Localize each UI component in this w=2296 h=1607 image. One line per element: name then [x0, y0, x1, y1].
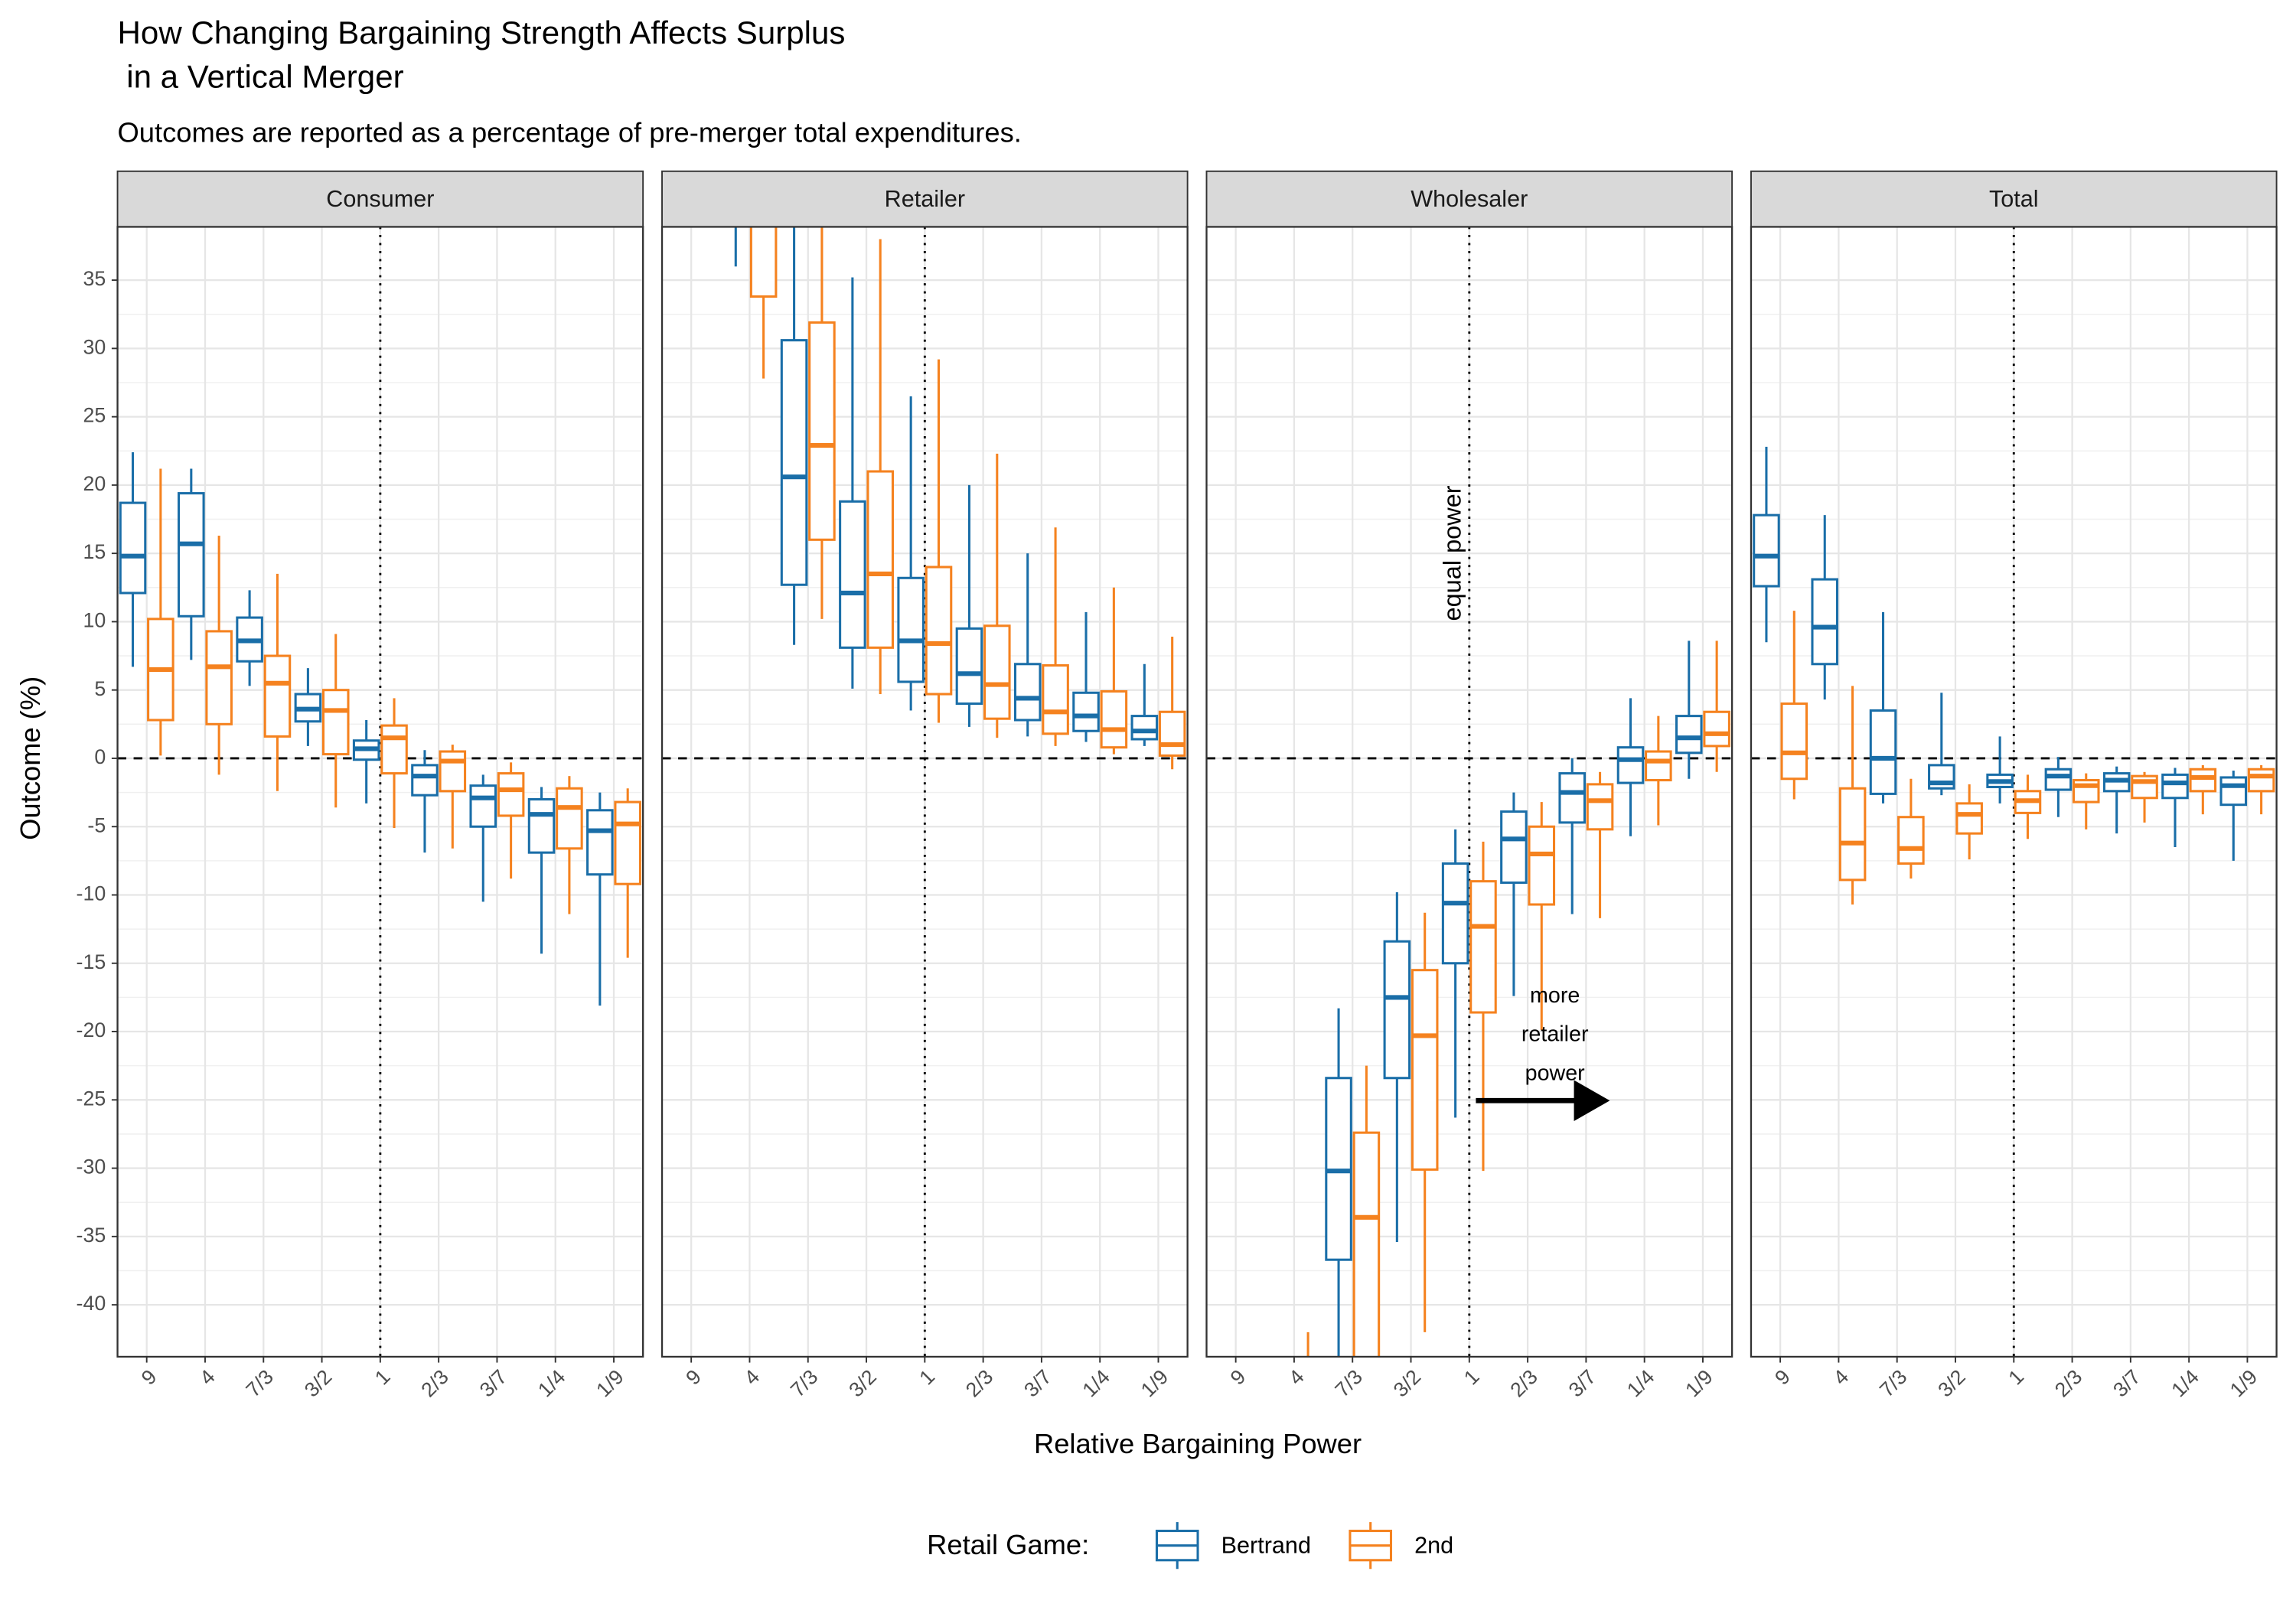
legend-label: 2nd — [1414, 1533, 1453, 1559]
box — [1897, 816, 1925, 865]
box — [1383, 940, 1411, 1080]
box — [119, 501, 147, 595]
box — [2161, 773, 2189, 800]
box — [1100, 689, 1128, 749]
y-tick-label: -5 — [87, 813, 106, 836]
chart-title: in a Vertical Merger — [118, 58, 404, 94]
box — [1469, 880, 1497, 1014]
strip-label: Consumer — [326, 186, 434, 212]
strip-label: Wholesaler — [1411, 186, 1528, 212]
box — [1616, 746, 1645, 784]
y-tick-label: 25 — [83, 404, 106, 427]
box — [1586, 783, 1614, 831]
box — [263, 654, 292, 738]
annotation: power — [1525, 1061, 1586, 1085]
y-axis-title: Outcome (%) — [15, 676, 46, 840]
y-tick-label: 10 — [83, 608, 106, 631]
box — [1645, 750, 1672, 782]
annotation: more — [1530, 983, 1580, 1008]
y-tick-label: 0 — [94, 745, 106, 768]
box — [2247, 768, 2275, 793]
box — [1811, 578, 1839, 666]
y-tick-label: -20 — [77, 1019, 106, 1041]
box — [897, 576, 925, 683]
box — [983, 624, 1011, 720]
box — [2189, 768, 2217, 793]
strip-label: Retailer — [885, 186, 965, 212]
facet-plot — [734, 227, 1186, 770]
chart-title: How Changing Bargaining Strength Affects… — [118, 15, 846, 51]
box — [780, 339, 808, 586]
box — [1352, 1131, 1381, 1357]
annotation: equal power — [1438, 485, 1466, 621]
box — [1130, 715, 1159, 741]
box — [2219, 776, 2248, 807]
box — [1441, 862, 1469, 965]
x-axis-title: Relative Bargaining Power — [1034, 1428, 1362, 1459]
box — [1955, 802, 1983, 835]
box — [1558, 772, 1587, 824]
box — [527, 797, 556, 854]
box — [1703, 710, 1730, 748]
box — [469, 784, 497, 828]
y-tick-label: -40 — [77, 1292, 106, 1315]
y-tick-label: -15 — [77, 950, 106, 973]
box — [178, 492, 205, 618]
box — [556, 787, 583, 850]
box — [1528, 825, 1556, 906]
box — [1042, 664, 1069, 735]
strip — [661, 170, 1189, 228]
chart-subtitle: Outcomes are reported as a percentage of… — [118, 117, 1022, 148]
y-tick-label: -10 — [77, 882, 106, 905]
box — [925, 566, 953, 696]
strip — [116, 170, 644, 228]
box — [411, 764, 439, 797]
box — [955, 627, 983, 706]
y-tick-label: 30 — [83, 335, 106, 358]
legend-label: Bertrand — [1221, 1533, 1311, 1559]
facet-plot — [1306, 641, 1730, 1357]
box — [1675, 715, 1703, 755]
box — [439, 750, 467, 793]
legend-title: Retail Game: — [927, 1529, 1089, 1560]
box — [380, 724, 408, 775]
annotation: retailer — [1521, 1022, 1589, 1047]
box — [1411, 969, 1439, 1171]
box — [205, 630, 233, 725]
box — [321, 689, 350, 756]
strip — [1750, 170, 2278, 228]
y-tick-label: 35 — [83, 267, 106, 290]
box — [1753, 513, 1780, 588]
facet-plot — [119, 452, 641, 1006]
y-tick-label: -30 — [77, 1156, 106, 1178]
box — [586, 809, 614, 876]
box — [497, 772, 525, 817]
y-tick-label: -35 — [77, 1224, 106, 1247]
box — [1072, 691, 1100, 732]
box — [1013, 663, 1042, 722]
box — [1869, 709, 1897, 795]
strip-label: Total — [1989, 186, 2039, 212]
box — [1158, 710, 1186, 757]
strip — [1205, 170, 1733, 228]
y-tick-label: -25 — [77, 1087, 106, 1110]
box — [1500, 810, 1528, 884]
facet-plot — [1753, 446, 2275, 905]
y-tick-label: 5 — [94, 677, 106, 700]
box — [749, 227, 778, 298]
box — [808, 321, 836, 541]
y-tick-label: 20 — [83, 472, 106, 495]
box — [1780, 702, 1808, 781]
box — [839, 500, 866, 649]
y-tick-label: 15 — [83, 540, 106, 563]
box — [2044, 768, 2073, 791]
box — [866, 470, 894, 649]
box — [614, 800, 641, 885]
box — [1838, 787, 1867, 882]
